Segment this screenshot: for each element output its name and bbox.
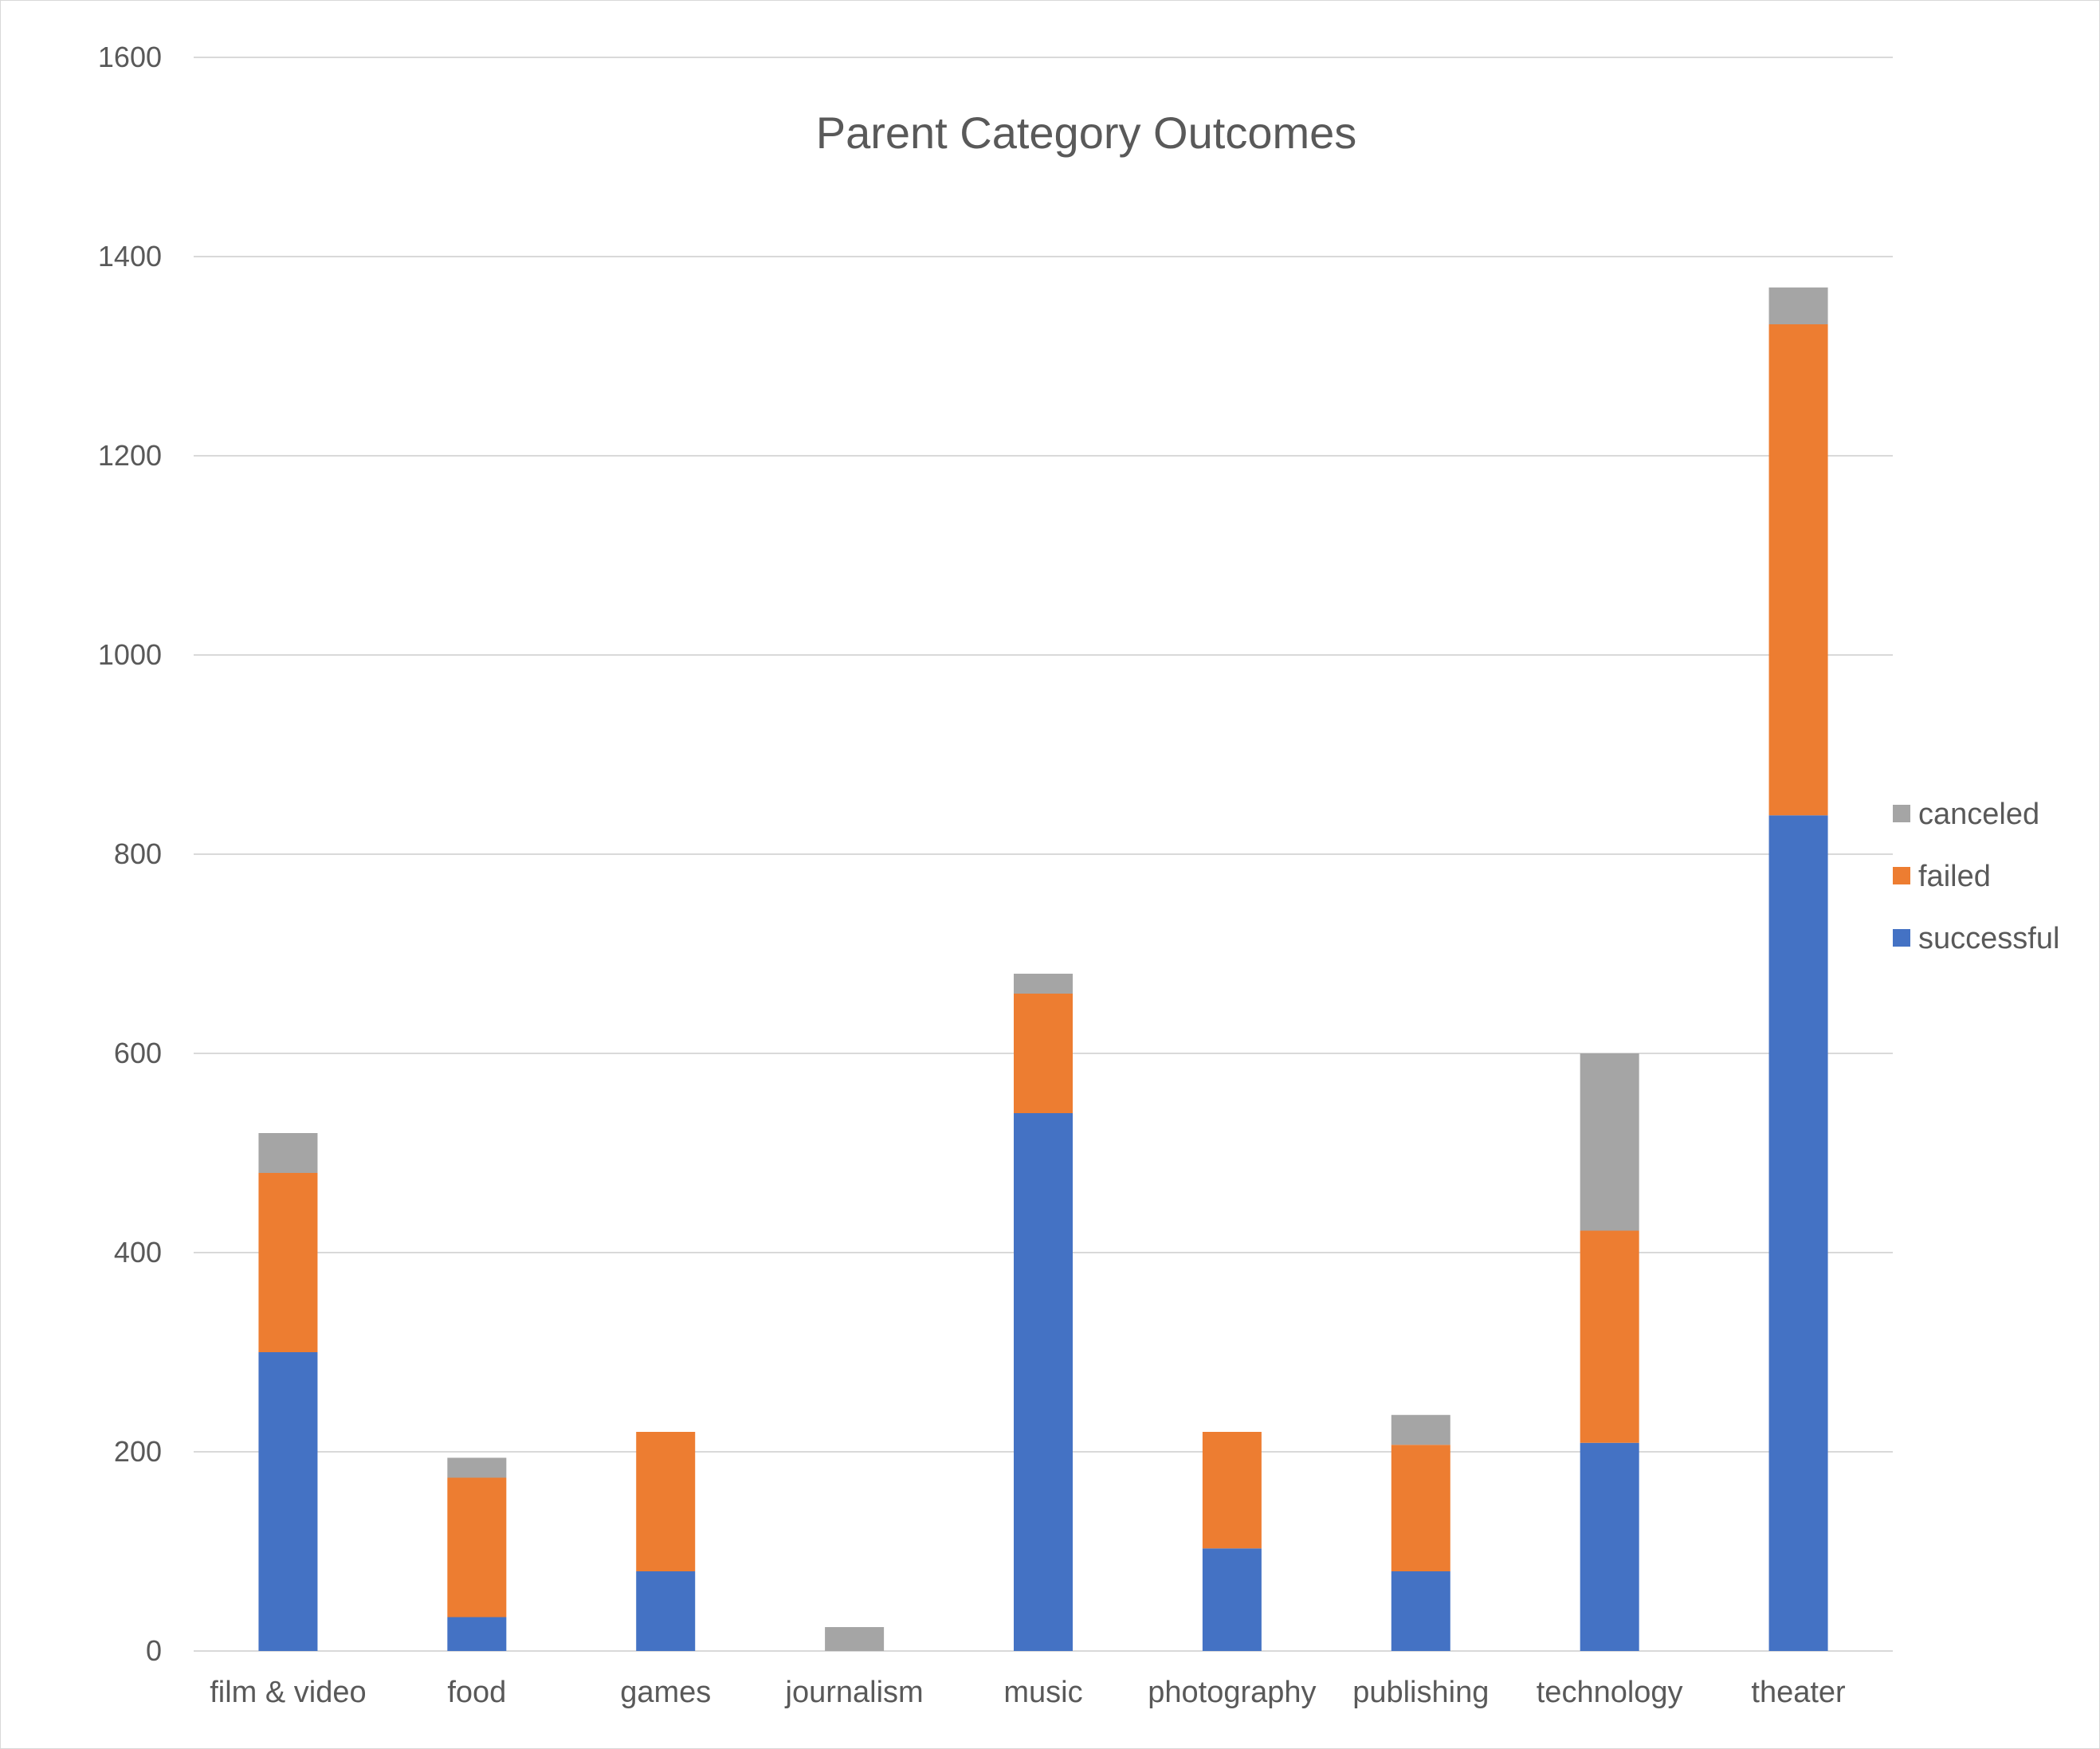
bar-theater-failed bbox=[1768, 324, 1828, 816]
bar-games-successful bbox=[636, 1571, 696, 1651]
x-tick-label-food: food bbox=[447, 1676, 506, 1709]
bar-technology-failed bbox=[1580, 1230, 1639, 1443]
y-tick-label-0: 0 bbox=[146, 1634, 162, 1667]
bar-film-video-successful bbox=[258, 1352, 318, 1651]
y-tick-label-1400: 1400 bbox=[98, 240, 162, 273]
y-axis-ticks: 0 200 400 600 800 1000 1200 1400 1600 bbox=[98, 41, 162, 1667]
x-tick-label-photography: photography bbox=[1148, 1676, 1316, 1709]
bar-publishing-successful bbox=[1391, 1571, 1450, 1651]
bar-theater-canceled bbox=[1768, 287, 1828, 324]
bar-theater-successful bbox=[1768, 815, 1828, 1651]
bar-publishing-canceled bbox=[1391, 1414, 1450, 1445]
legend-label-successful: successful bbox=[1918, 922, 2059, 955]
legend-swatch-failed bbox=[1893, 867, 1910, 884]
y-tick-label-1000: 1000 bbox=[98, 638, 162, 671]
bar-music-successful bbox=[1014, 1113, 1073, 1651]
bar-photography-successful bbox=[1202, 1548, 1262, 1651]
bar-music-failed bbox=[1014, 994, 1073, 1113]
bars bbox=[258, 287, 1828, 1651]
bar-food-failed bbox=[447, 1477, 507, 1618]
y-tick-label-200: 200 bbox=[114, 1435, 162, 1468]
x-tick-label-film-video: film & video bbox=[210, 1676, 366, 1709]
x-tick-label-music: music bbox=[1003, 1676, 1082, 1709]
bar-food-successful bbox=[447, 1617, 507, 1651]
bar-film-video-failed bbox=[258, 1173, 318, 1352]
x-tick-label-publishing: publishing bbox=[1352, 1676, 1489, 1709]
legend: canceled failed successful bbox=[1893, 798, 2059, 955]
bar-photography-failed bbox=[1202, 1432, 1262, 1549]
legend-label-canceled: canceled bbox=[1918, 798, 2039, 831]
x-tick-label-technology: technology bbox=[1537, 1676, 1683, 1709]
bar-journalism-canceled bbox=[825, 1627, 885, 1651]
bar-food-canceled bbox=[447, 1457, 507, 1478]
bar-publishing-failed bbox=[1391, 1445, 1450, 1571]
x-tick-label-journalism: journalism bbox=[785, 1676, 924, 1709]
chart-title: Parent Category Outcomes bbox=[816, 108, 1357, 158]
x-axis-labels: film & video food games journalism music phot… bbox=[210, 1676, 1846, 1709]
legend-swatch-successful bbox=[1893, 929, 1910, 947]
y-tick-label-1200: 1200 bbox=[98, 439, 162, 472]
x-tick-label-games: games bbox=[620, 1676, 711, 1709]
y-tick-label-400: 400 bbox=[114, 1236, 162, 1269]
legend-label-failed: failed bbox=[1918, 860, 1991, 893]
legend-swatch-canceled bbox=[1893, 805, 1910, 822]
x-tick-label-theater: theater bbox=[1751, 1676, 1846, 1709]
bar-music-canceled bbox=[1014, 974, 1073, 994]
bar-technology-successful bbox=[1580, 1442, 1639, 1651]
y-tick-label-600: 600 bbox=[114, 1037, 162, 1069]
bar-film-video-canceled bbox=[258, 1133, 318, 1173]
bar-technology-canceled bbox=[1580, 1053, 1639, 1231]
y-tick-label-800: 800 bbox=[114, 837, 162, 870]
bar-games-failed bbox=[636, 1432, 696, 1571]
y-tick-label-1600: 1600 bbox=[98, 41, 162, 73]
